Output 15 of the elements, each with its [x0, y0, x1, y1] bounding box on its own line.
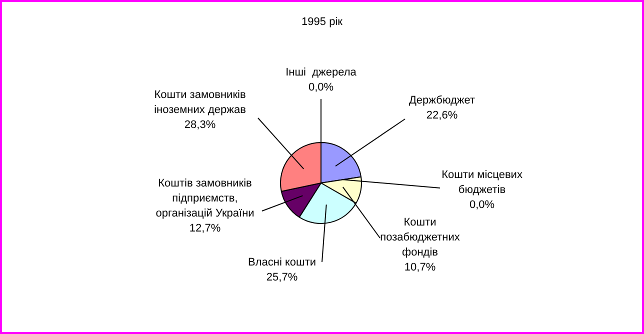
- data-label: 28,3%: [184, 119, 216, 132]
- category-label: Інші джерела: [286, 66, 356, 79]
- text: 0,0%: [469, 199, 495, 212]
- slice-label: Коштів замовників підприємств, організацій України: [156, 178, 254, 220]
- data-label: 10,7%: [404, 262, 436, 274]
- data-label: 22,6%: [426, 110, 458, 122]
- data-label: 12,7%: [189, 222, 221, 235]
- text: 0,0%: [308, 82, 334, 94]
- chart-title: 1995 рік: [302, 16, 343, 28]
- slice-label: Власні кошти: [248, 256, 316, 269]
- slice-label: Кошти позабюджетних фондів: [380, 216, 460, 259]
- category-label: Кошти місцевих бюджетів: [442, 169, 522, 196]
- slice-label: Кошти замовників іноземних держав: [154, 89, 246, 116]
- slice-label: Держбюджет: [408, 94, 476, 107]
- data-label: 25,7%: [266, 272, 298, 284]
